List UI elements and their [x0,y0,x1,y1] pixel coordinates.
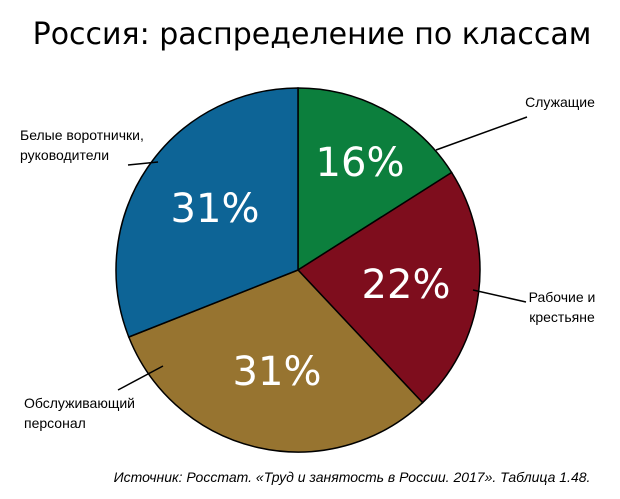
chart-title: Россия: распределение по классам [33,17,592,52]
pie-slices [115,87,481,453]
slice-belye-vorotnichki [115,87,299,338]
category-label-obsluzhivayushchiy: Обслуживающий персонал [24,395,135,431]
leader-lines [117,116,528,391]
slice-obsluzhivayushchiy [127,269,424,453]
leader-line-obsluzhivayushchiy [117,365,164,391]
category-label-sluzhashchie: Служащие [525,94,595,110]
source-note: Источник: Росстат. «Труд и занятость в Р… [114,469,591,485]
leader-line-belye-vorotnichki [127,161,159,166]
percent-label-belye-vorotnichki: 31% [171,186,260,232]
slice-sluzhashchie [297,87,453,272]
category-label-belye-vorotnichki: Белые воротнички, руководители [20,127,144,163]
category-labels: Служащие Рабочие и крестьяне Обслуживающий п… [20,94,595,431]
percent-label-obsluzhivayushchiy: 31% [233,349,322,395]
leader-line-sluzhashchie [435,116,528,151]
percent-label-sluzhashchie: 16% [316,140,405,186]
leader-line-rabochie [472,289,527,303]
category-label-rabochie: Рабочие и крестьяне [529,289,596,325]
percent-labels: 16% 22% 31% 31% [171,140,451,395]
slice-rabochie [296,171,481,404]
percent-label-rabochie: 22% [362,262,451,308]
